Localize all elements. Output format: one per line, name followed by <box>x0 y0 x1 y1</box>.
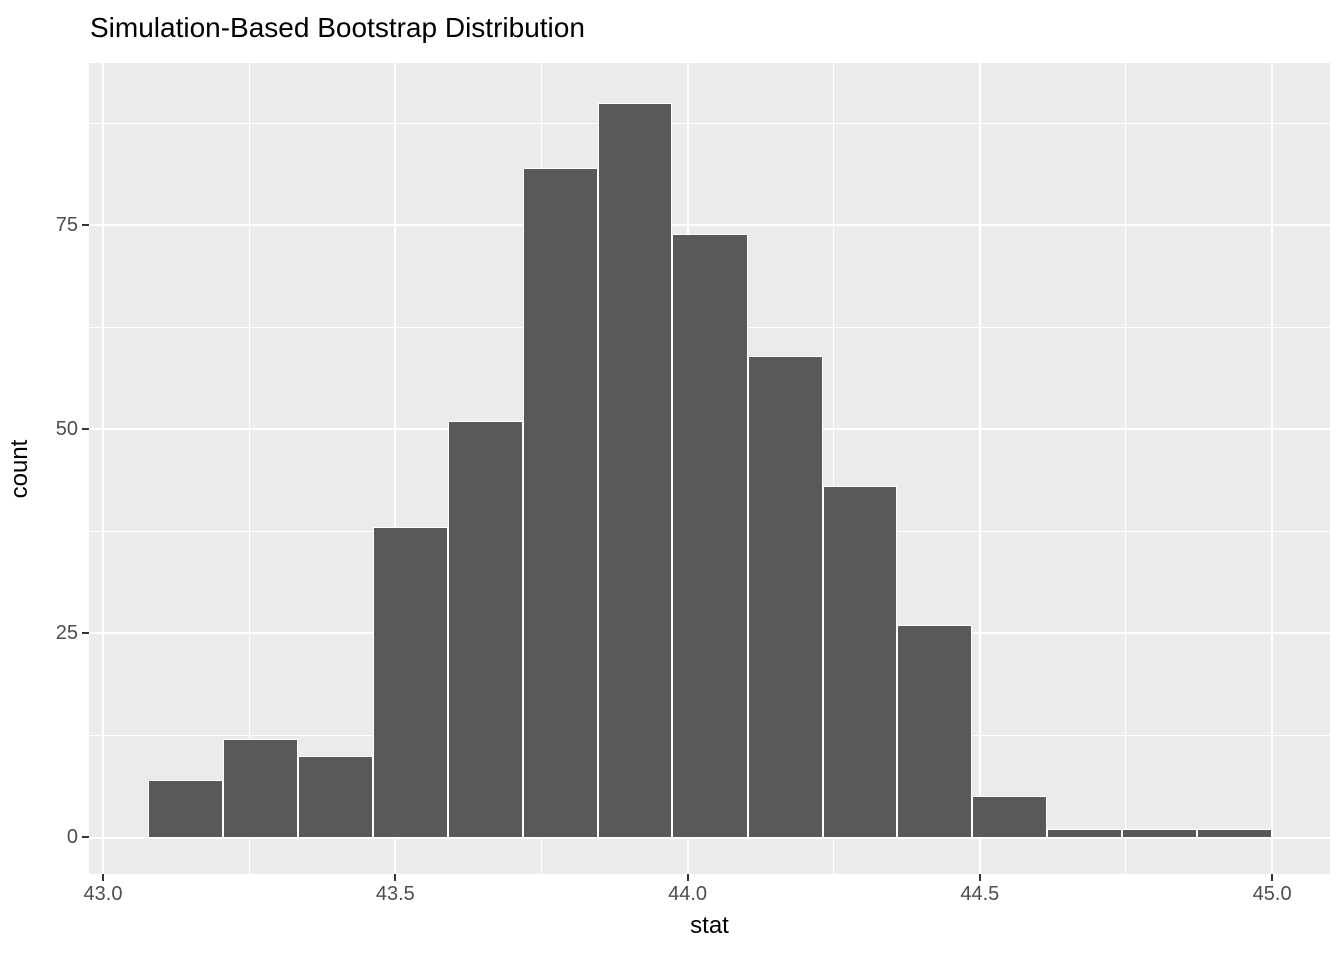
histogram-bar <box>897 625 973 838</box>
y-tick-label: 0 <box>66 826 78 849</box>
x-tick-mark <box>978 874 981 881</box>
gridline-minor-horizontal <box>89 122 1330 124</box>
gridline-minor-vertical <box>833 63 835 874</box>
y-tick-label: 25 <box>55 622 78 645</box>
y-axis-title: count <box>6 439 33 499</box>
gridline-major-vertical <box>102 63 105 874</box>
histogram-bar <box>972 796 1048 838</box>
y-tick-mark <box>82 836 89 839</box>
x-axis-title: stat <box>690 912 729 939</box>
plot-panel <box>89 63 1330 874</box>
y-tick-mark <box>82 428 89 431</box>
x-tick-label: 45.0 <box>1252 883 1292 905</box>
x-tick-mark <box>686 874 689 881</box>
histogram-bar <box>373 527 448 838</box>
x-tick-label: 44.5 <box>960 883 1000 905</box>
y-tick-mark <box>82 224 89 227</box>
gridline-minor-vertical <box>1125 63 1127 874</box>
gridline-major-vertical <box>394 63 397 874</box>
x-tick-label: 43.0 <box>83 883 123 905</box>
histogram-bar <box>1047 829 1123 838</box>
x-tick-label: 44.0 <box>668 883 708 905</box>
histogram-bar <box>222 739 298 838</box>
y-tick-label: 75 <box>55 214 78 237</box>
y-tick-label: 50 <box>55 418 78 441</box>
plot-title: Simulation-Based Bootstrap Distribution <box>90 12 585 43</box>
gridline-minor-vertical <box>248 63 250 874</box>
x-tick-mark <box>102 874 105 881</box>
histogram-bar <box>597 102 673 838</box>
gridline-major-vertical <box>978 63 981 874</box>
histogram-bar <box>672 233 748 838</box>
gridline-major-vertical <box>1271 63 1274 874</box>
histogram-bar <box>822 486 898 838</box>
gridline-major-horizontal <box>89 837 1330 840</box>
histogram-bar <box>148 780 223 838</box>
y-tick-mark <box>82 632 89 635</box>
x-tick-mark <box>1271 874 1274 881</box>
histogram-bar <box>447 421 523 838</box>
x-tick-mark <box>394 874 397 881</box>
histogram-bar <box>522 168 598 838</box>
x-tick-label: 43.5 <box>375 883 415 905</box>
histogram-bar <box>297 755 374 838</box>
histogram-bar <box>747 355 823 838</box>
histogram-bar <box>1197 829 1273 838</box>
histogram-bar <box>1122 829 1198 838</box>
gridline-major-horizontal <box>89 224 1330 227</box>
